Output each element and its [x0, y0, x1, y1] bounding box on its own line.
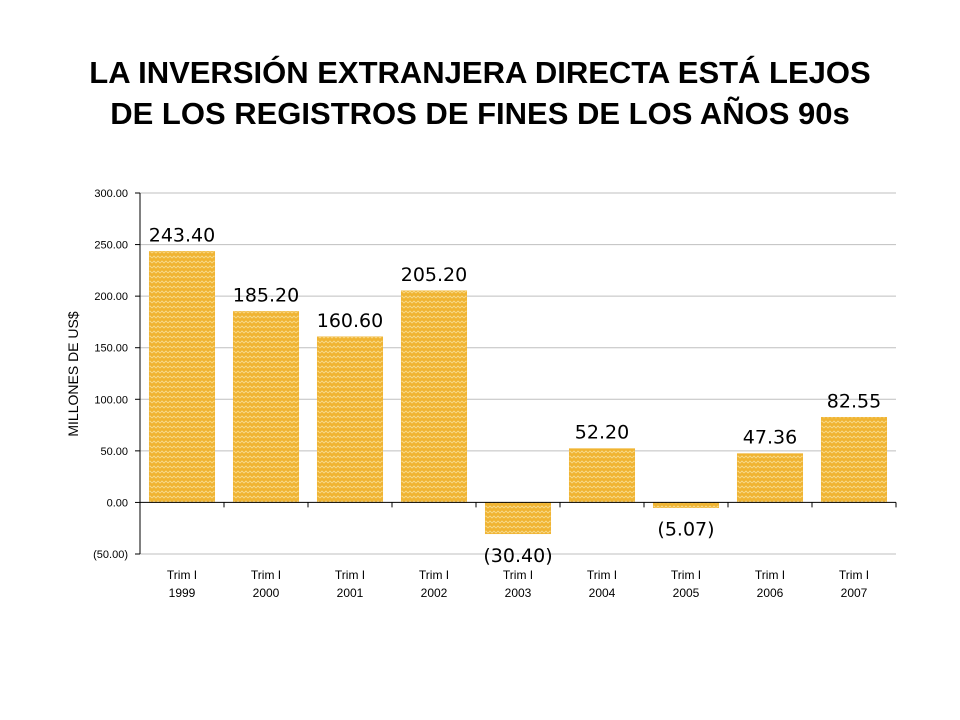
category-label-year: 2001	[337, 586, 364, 600]
category-label-period: Trim I	[419, 568, 449, 582]
category-label-year: 2000	[253, 586, 280, 600]
y-tick-label: (50.00)	[93, 549, 128, 561]
data-label: 82.55	[827, 390, 881, 412]
x-axis-category-labels: Trim I 1999 Trim I 2000 Trim I 2001 Trim I 2002…	[167, 568, 869, 600]
y-axis-tick-labels: 300.00 250.00 200.00 150.00 100.00 50.00 0.00 (…	[93, 188, 128, 561]
category-label-period: Trim I	[755, 568, 785, 582]
bar	[568, 448, 636, 503]
category-label-year: 2006	[757, 586, 784, 600]
data-label: (5.07)	[657, 519, 714, 541]
category-label-period: Trim I	[503, 568, 533, 582]
category-label-year: 1999	[169, 586, 196, 600]
data-label: 205.20	[401, 264, 467, 286]
data-label: 52.20	[575, 422, 629, 444]
category-label-period: Trim I	[587, 568, 617, 582]
category-label-year: 2002	[421, 586, 448, 600]
data-label: (30.40)	[483, 545, 552, 567]
category-label-period: Trim I	[251, 568, 281, 582]
y-tick-label: 100.00	[94, 394, 128, 406]
category-label-year: 2004	[589, 586, 616, 600]
slide-title-line-1: LA INVERSIÓN EXTRANJERA DIRECTA ESTÁ LEJ…	[89, 55, 871, 90]
category-label-period: Trim I	[839, 568, 869, 582]
y-tick-label: 150.00	[94, 343, 128, 355]
bar	[316, 336, 384, 503]
bars	[148, 251, 888, 535]
data-labels: 243.40 185.20 160.60 205.20 (30.40) 52.20 (5.0…	[149, 224, 881, 566]
category-label-year: 2003	[505, 586, 532, 600]
data-label: 185.20	[233, 284, 299, 306]
bar	[820, 417, 888, 503]
data-label: 160.60	[317, 310, 383, 332]
category-label-year: 2005	[673, 586, 700, 600]
category-label-period: Trim I	[335, 568, 365, 582]
y-tick-label: 200.00	[94, 291, 128, 303]
slide-title: LA INVERSIÓN EXTRANJERA DIRECTA ESTÁ LEJ…	[40, 52, 920, 134]
bar	[736, 453, 804, 503]
data-label: 243.40	[149, 224, 215, 246]
axes	[135, 192, 897, 555]
y-tick-label: 300.00	[94, 188, 128, 200]
y-tick-label: 0.00	[107, 497, 128, 509]
data-label: 47.36	[743, 427, 797, 449]
category-label-period: Trim I	[671, 568, 701, 582]
bar	[484, 502, 552, 535]
bar	[148, 251, 216, 503]
bar	[400, 290, 468, 503]
y-axis-title: MILLONES DE US$	[65, 311, 81, 436]
bar	[652, 502, 720, 508]
bar	[232, 311, 300, 503]
y-tick-label: 250.00	[94, 240, 128, 252]
y-tick-label: 50.00	[100, 446, 128, 458]
category-label-year: 2007	[841, 586, 868, 600]
category-label-period: Trim I	[167, 568, 197, 582]
slide-title-line-2: DE LOS REGISTROS DE FINES DE LOS AÑOS 90…	[110, 96, 850, 131]
